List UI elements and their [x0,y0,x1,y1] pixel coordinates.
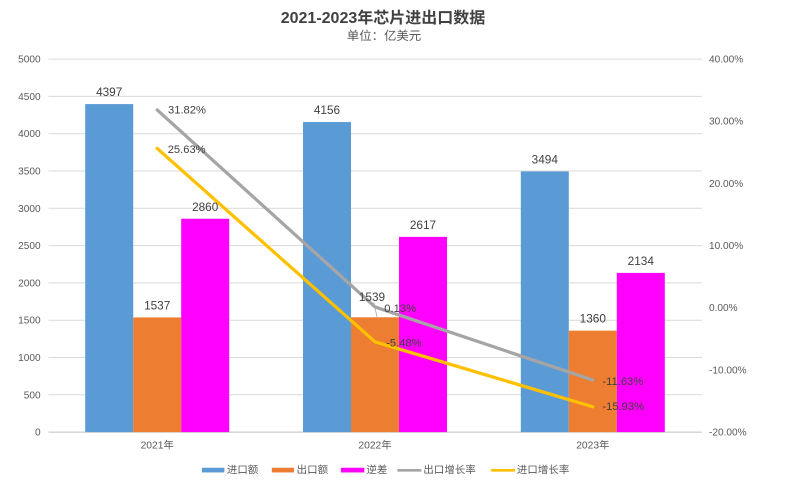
svg-text:3494: 3494 [532,153,559,167]
svg-text:2500: 2500 [18,241,41,252]
svg-text:31.82%: 31.82% [168,105,206,117]
svg-text:2000: 2000 [18,278,41,289]
svg-text:-10.00%: -10.00% [709,365,747,376]
svg-text:-11.63%: -11.63% [602,376,643,388]
svg-text:2023: 2023 [576,441,599,452]
svg-text:-5.48%: -5.48% [386,338,421,350]
svg-text:2022: 2022 [358,441,381,452]
svg-text:1360: 1360 [580,312,607,326]
svg-text:2021-2023: 2021-2023 [281,10,358,27]
svg-text:3500: 3500 [18,167,41,178]
svg-text:1000: 1000 [18,353,41,364]
svg-text:1537: 1537 [144,299,170,313]
svg-text:20.00%: 20.00% [709,179,743,190]
svg-text:4397: 4397 [96,85,122,99]
svg-text:1500: 1500 [18,316,41,327]
svg-text:2617: 2617 [410,218,436,232]
svg-text:4156: 4156 [314,103,341,117]
svg-text:5000: 5000 [18,55,41,66]
svg-text:10.00%: 10.00% [709,241,743,252]
svg-text:-15.93%: -15.93% [602,401,644,413]
svg-text:500: 500 [24,390,41,401]
svg-text:40.00%: 40.00% [709,55,743,66]
svg-text:3000: 3000 [18,204,41,215]
svg-text:2134: 2134 [628,254,655,268]
svg-text:0: 0 [35,428,41,439]
svg-text:-20.00%: -20.00% [709,428,747,439]
svg-text:1539: 1539 [359,290,385,304]
svg-text:30.00%: 30.00% [709,117,743,128]
svg-text:0.00%: 0.00% [709,303,738,314]
svg-text:25.63%: 25.63% [168,144,206,156]
svg-text:2021: 2021 [141,441,164,452]
svg-text:4000: 4000 [18,129,41,140]
svg-text:2860: 2860 [192,200,219,214]
svg-text:0.13%: 0.13% [384,303,416,315]
svg-text:4500: 4500 [18,92,41,103]
